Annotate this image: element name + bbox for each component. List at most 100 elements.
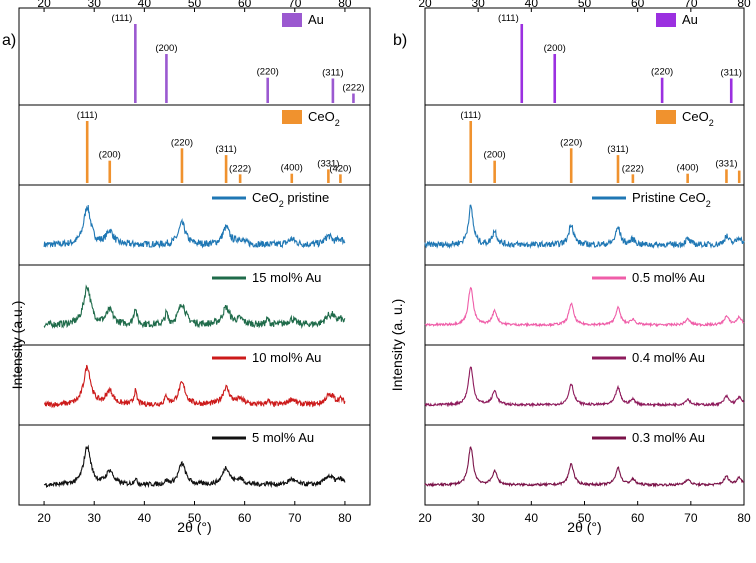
peak-label: (222)	[622, 163, 644, 174]
legend-swatch	[282, 110, 302, 124]
series-line	[44, 364, 346, 409]
series-line	[424, 446, 745, 488]
legend-label: 5 mol% Au	[252, 430, 314, 445]
reference-peak	[352, 93, 355, 103]
x-axis-title: 2θ (°)	[177, 519, 211, 535]
x-tick-label-bottom: 40	[138, 511, 152, 525]
series-0-5-mol-au: 0.5 mol% Au	[424, 270, 745, 328]
x-tick-label-bottom: 60	[631, 511, 645, 525]
series-line	[424, 366, 745, 408]
peak-label: (200)	[484, 150, 506, 161]
peak-label: (311)	[322, 68, 343, 79]
reference-au: (111) (200) (220) (311) (222) Au	[112, 12, 365, 103]
panel-a: 20 20 30 30 40 40 50 50 60 60 70 70 80 80 2θ (°) Intens…	[2, 0, 371, 535]
panel-tag: b)	[393, 32, 407, 49]
x-tick-label-top: 40	[525, 0, 539, 10]
x-tick-label-top: 30	[88, 0, 102, 10]
peak-label: (331)	[715, 158, 737, 169]
reference-peak	[553, 54, 557, 103]
series-line	[43, 204, 346, 249]
peak-label: (111)	[77, 110, 98, 121]
x-tick-label-bottom: 40	[525, 511, 539, 525]
reference-peak	[85, 121, 89, 183]
panel-b: 20 20 30 30 40 40 50 50 60 60 70 70 80 80 2θ (°) Intens…	[389, 0, 751, 535]
legend-label: 0.3 mol% Au	[632, 430, 705, 445]
x-tick-label-top: 70	[288, 0, 302, 10]
series-0-4-mol-au: 0.4 mol% Au	[424, 350, 745, 408]
legend-label: CeO2	[308, 109, 340, 128]
reference-peak	[469, 121, 473, 183]
x-tick-label-bottom: 80	[338, 511, 352, 525]
legend-label: 0.4 mol% Au	[632, 350, 705, 365]
peak-label: (420)	[329, 163, 351, 174]
x-tick-label-bottom: 50	[188, 511, 202, 525]
reference-au: (111) (200) (220) (311) Au	[498, 12, 742, 103]
x-tick-label-top: 80	[338, 0, 352, 10]
peak-label: (220)	[651, 67, 673, 78]
reference-peak	[686, 173, 689, 183]
x-tick-label-bottom: 70	[684, 511, 698, 525]
reference-peak	[165, 54, 168, 103]
series-line	[43, 284, 346, 330]
series-line	[43, 444, 346, 489]
peak-label: (111)	[460, 110, 481, 121]
peak-label: (222)	[342, 83, 364, 94]
reference-peak	[616, 155, 620, 183]
reference-peak	[660, 77, 664, 103]
peak-label: (220)	[171, 137, 193, 148]
legend-label: 15 mol% Au	[252, 270, 321, 285]
legend-label: 10 mol% Au	[252, 350, 321, 365]
legend-swatch	[282, 13, 302, 27]
y-axis-title: Intensity (a. u.)	[389, 299, 405, 392]
legend-label: 0.5 mol% Au	[632, 270, 705, 285]
y-axis-title: Intensity (a.u.)	[9, 301, 25, 390]
peak-label: (222)	[229, 163, 251, 174]
peak-label: (331)	[317, 158, 339, 169]
reference-peak	[725, 169, 728, 183]
reference-peak	[266, 77, 270, 103]
x-tick-label-top: 60	[238, 0, 252, 10]
peak-label: (400)	[281, 163, 303, 174]
peak-label: (111)	[112, 13, 133, 24]
x-tick-label-bottom: 20	[418, 511, 432, 525]
peak-label: (311)	[215, 144, 236, 155]
x-tick-label-top: 50	[188, 0, 202, 10]
reference-peak	[180, 148, 184, 183]
legend-swatch	[656, 110, 676, 124]
reference-peak	[520, 24, 524, 103]
x-tick-label-top: 30	[471, 0, 485, 10]
panel-frame	[18, 7, 371, 506]
reference-ceo2: (111) (200) (220) (311) (222) (400) (331) CeO2	[460, 109, 741, 183]
legend-label: CeO2	[682, 109, 714, 128]
reference-peak	[238, 174, 242, 183]
peak-label: (400)	[677, 163, 699, 174]
x-tick-label-bottom: 20	[37, 511, 51, 525]
peak-label: (311)	[720, 68, 741, 79]
x-tick-label-top: 20	[37, 0, 51, 10]
x-tick-label-top: 80	[737, 0, 751, 10]
x-tick-label-bottom: 70	[288, 511, 302, 525]
reference-peak	[224, 155, 228, 183]
reference-ceo2: (111) (200) (220) (311) (222) (400) (331)(420)…	[77, 109, 352, 183]
x-tick-label-bottom: 30	[88, 511, 102, 525]
series-0-3-mol-au: 0.3 mol% Au	[424, 430, 745, 488]
x-axis-title: 2θ (°)	[567, 519, 601, 535]
reference-peak	[729, 78, 733, 103]
legend-label: Au	[682, 12, 698, 27]
reference-peak	[327, 169, 330, 183]
x-tick-label-top: 50	[578, 0, 592, 10]
peak-label: (200)	[99, 150, 121, 161]
panel-tag: a)	[2, 32, 16, 49]
peak-label: (200)	[544, 43, 566, 54]
series-line	[424, 204, 745, 250]
x-tick-label-top: 40	[138, 0, 152, 10]
reference-peak	[737, 170, 741, 183]
reference-peak	[493, 160, 496, 183]
series-pristine-ceo2: Pristine CeO2	[424, 190, 745, 250]
x-tick-label-bottom: 30	[471, 511, 485, 525]
series-15-mol-au: 15 mol% Au	[43, 270, 346, 330]
reference-peak	[108, 160, 112, 183]
peak-label: (220)	[257, 67, 279, 78]
peak-label: (220)	[560, 137, 582, 148]
legend-swatch	[656, 13, 676, 27]
